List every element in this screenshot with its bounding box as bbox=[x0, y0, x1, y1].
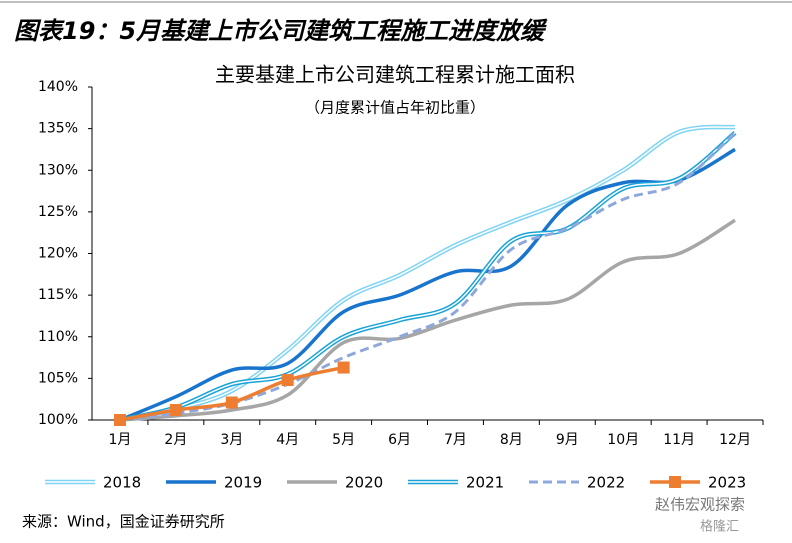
legend-label: 2021 bbox=[466, 474, 504, 492]
y-tick-label: 135% bbox=[38, 121, 78, 137]
series-line bbox=[119, 147, 736, 422]
point bbox=[281, 374, 294, 387]
x-tick-label: 1月 bbox=[108, 432, 131, 448]
series-line-inner bbox=[119, 132, 736, 421]
x-tick-label: 2月 bbox=[164, 432, 187, 448]
point bbox=[225, 396, 238, 409]
x-tick-label: 10月 bbox=[607, 432, 639, 448]
x-tick-label: 3月 bbox=[220, 432, 243, 448]
x-tick-label: 8月 bbox=[500, 432, 523, 448]
legend-label: 2023 bbox=[708, 474, 746, 492]
watermark: 赵伟宏观探索 bbox=[655, 496, 745, 514]
y-tick-label: 115% bbox=[38, 287, 78, 303]
series-line bbox=[119, 124, 736, 423]
legend-marker bbox=[669, 476, 681, 488]
y-tick-label: 140% bbox=[38, 79, 78, 95]
x-tick-label: 9月 bbox=[556, 432, 579, 448]
legend-label: 2019 bbox=[224, 474, 262, 492]
y-tick-label: 105% bbox=[38, 370, 78, 386]
y-tick-label: 100% bbox=[38, 412, 78, 428]
chart-title: 主要基建上市公司建筑工程累计施工面积 bbox=[215, 63, 575, 87]
page-title: 图表19：5月基建上市公司建筑工程施工进度放缓 bbox=[14, 17, 548, 45]
series-line-inner bbox=[119, 126, 736, 421]
point bbox=[169, 404, 182, 417]
y-tick-label: 120% bbox=[38, 246, 78, 262]
series-line bbox=[119, 218, 736, 422]
series-line bbox=[119, 365, 345, 422]
watermark: 格隆汇 bbox=[700, 519, 739, 535]
y-tick-label: 130% bbox=[38, 162, 78, 178]
chart-subtitle: （月度累计值占年初比重） bbox=[305, 99, 485, 117]
legend-label: 2020 bbox=[345, 474, 383, 492]
point bbox=[113, 414, 126, 426]
x-tick-label: 11月 bbox=[663, 432, 695, 448]
x-tick-label: 4月 bbox=[276, 432, 299, 448]
legend-label: 2018 bbox=[103, 474, 141, 492]
x-tick-label: 5月 bbox=[332, 432, 355, 448]
y-tick-label: 110% bbox=[38, 329, 78, 345]
legend-label: 2022 bbox=[587, 474, 625, 492]
y-tick-label: 125% bbox=[38, 204, 78, 220]
source: 来源：Wind，国金证券研究所 bbox=[22, 513, 225, 531]
x-tick-label: 12月 bbox=[719, 432, 751, 448]
point bbox=[337, 361, 350, 374]
x-tick-label: 6月 bbox=[388, 432, 411, 448]
x-tick-label: 7月 bbox=[444, 432, 467, 448]
